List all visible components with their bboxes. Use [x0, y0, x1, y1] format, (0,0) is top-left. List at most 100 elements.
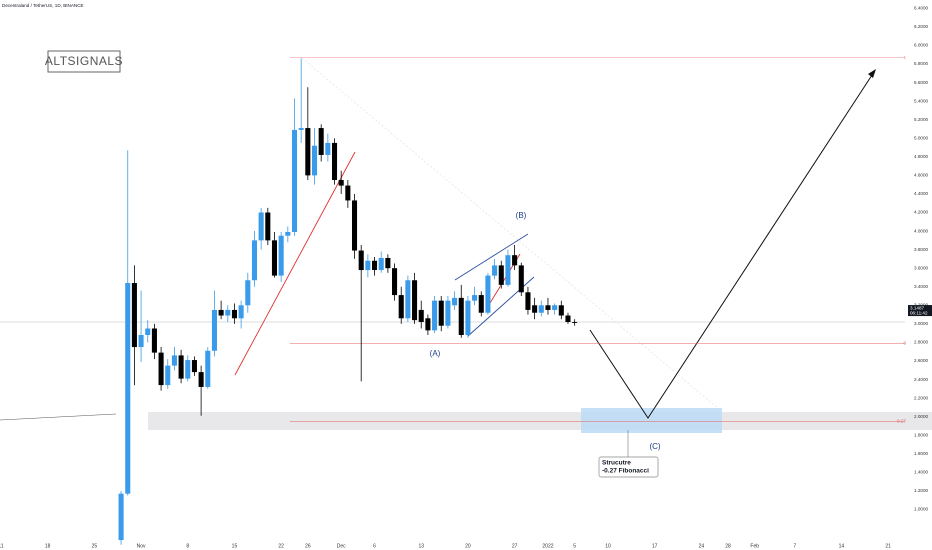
candle-body: [498, 265, 504, 285]
y-tick-label: 5.6000: [914, 80, 928, 85]
candle-body: [558, 305, 564, 316]
x-tick-label: 15: [232, 543, 238, 549]
y-tick-label: 4.6000: [914, 173, 928, 178]
x-tick-label: 25: [92, 543, 98, 549]
price-tag-countdown: 06:11:42: [910, 310, 928, 315]
watermark: ALTSIGNALS: [45, 54, 123, 68]
y-tick-label: 6.2000: [914, 24, 928, 29]
candle-body: [365, 260, 371, 271]
dotted-trend: [301, 57, 721, 411]
fib-label: -0.27: [896, 419, 907, 424]
x-tick-label: 8: [186, 543, 189, 549]
candle-body: [298, 128, 304, 130]
candle-body: [198, 372, 204, 387]
candle-body: [432, 300, 438, 331]
candle-body: [151, 328, 157, 353]
candle-body: [398, 295, 404, 319]
candle-body: [345, 185, 351, 201]
drawing-line: [0, 413, 117, 421]
candle-body: [372, 260, 378, 271]
candle-body: [465, 300, 471, 335]
candle-body: [538, 305, 544, 313]
y-tick-label: 1.8000: [914, 432, 928, 437]
candle-body: [211, 309, 217, 351]
x-tick-label: 11: [0, 543, 4, 549]
y-tick-label: 3.2000: [914, 303, 928, 308]
y-tick-label: 2.6000: [914, 358, 928, 363]
candle-body: [258, 212, 264, 241]
y-tick-label: 3.8000: [914, 247, 928, 252]
candle-body: [191, 360, 197, 373]
candle-body: [225, 309, 231, 316]
y-tick-label: 6.0000: [914, 43, 928, 48]
candle-body: [418, 309, 424, 323]
wave-label: (B): [516, 211, 527, 220]
candle-body: [178, 355, 184, 379]
candle-body: [545, 305, 551, 310]
y-tick-label: 1.2000: [914, 488, 928, 493]
chart-title: Decentraland / TetherUS, 1D, BINANCE: [2, 3, 84, 8]
candle-body: [358, 250, 364, 271]
y-tick-label: 2.2000: [914, 395, 928, 400]
y-tick-label: 3.6000: [914, 265, 928, 270]
projection-path: [589, 71, 875, 419]
candle-body: [125, 283, 131, 494]
x-tick-label: 6: [373, 543, 376, 549]
candle-body: [238, 305, 244, 319]
candle-body: [205, 350, 211, 387]
x-tick-label: 14: [839, 543, 845, 549]
candle-body: [492, 265, 498, 276]
candle-body: [472, 295, 478, 301]
candle-body: [392, 268, 398, 296]
y-tick-label: 4.8000: [914, 154, 928, 159]
x-tick-label: 17: [652, 543, 658, 549]
candle-body: [185, 360, 191, 379]
candle-body: [412, 280, 418, 321]
y-tick-label: 3.4000: [914, 284, 928, 289]
y-tick-label: 4.4000: [914, 191, 928, 196]
callout-text: Strucutre: [602, 460, 631, 467]
x-tick-label: 27: [512, 543, 518, 549]
candle-body: [158, 352, 164, 386]
x-tick-label: 21: [885, 543, 891, 549]
y-tick-label: 1.6000: [914, 451, 928, 456]
x-tick-label: Nov: [137, 543, 146, 549]
candle-body: [251, 240, 258, 281]
candle-body: [438, 300, 444, 326]
y-tick-label: 5.0000: [914, 135, 928, 140]
y-tick-label: 4.2000: [914, 210, 928, 215]
candle-body: [572, 322, 578, 323]
candle-body: [245, 280, 251, 306]
x-tick-label: 18: [45, 543, 51, 549]
y-tick-label: 2.4000: [914, 377, 928, 382]
candle-body: [385, 257, 391, 269]
y-tick-label: 4.0000: [914, 228, 928, 233]
candle-body: [552, 305, 558, 310]
x-tick-label: 5: [573, 543, 576, 549]
candle-body: [505, 255, 511, 285]
arrow-head: [868, 69, 876, 78]
candle-body: [331, 142, 338, 181]
x-tick-label: 10: [605, 543, 611, 549]
candle-body: [445, 300, 451, 326]
x-tick-label: 28: [725, 543, 731, 549]
y-tick-label: 3.0000: [914, 321, 928, 326]
candle-body: [478, 295, 484, 313]
candle-body: [145, 328, 151, 335]
watermark-box: [47, 50, 121, 73]
candle-body: [118, 493, 124, 541]
x-tick-label: 24: [699, 543, 705, 549]
support-zone: [148, 412, 932, 430]
wave-label: (C): [649, 442, 660, 451]
y-tick-label: 1.0000: [914, 507, 928, 512]
y-tick-label: 1.4000: [914, 470, 928, 475]
candle-body: [452, 297, 458, 306]
trend-line: [234, 151, 356, 376]
price-tag: [908, 305, 932, 317]
candle-body: [271, 240, 278, 276]
candle-body: [351, 200, 358, 251]
candle-body: [378, 257, 384, 271]
y-tick-label: 2.8000: [914, 340, 928, 345]
candle-body: [458, 297, 464, 335]
